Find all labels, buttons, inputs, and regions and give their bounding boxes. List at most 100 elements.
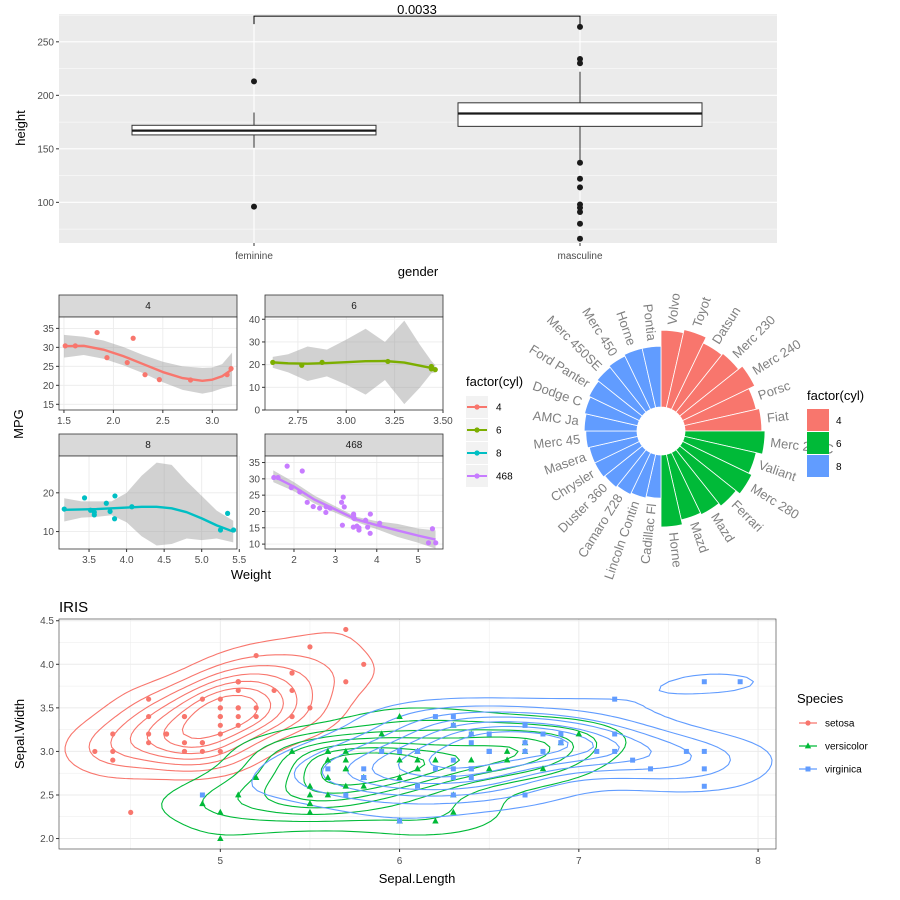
point-virginica: [486, 731, 492, 737]
polar-bar-label: Mazd: [687, 520, 712, 555]
data-point: [91, 509, 97, 515]
point-versicolor: [342, 756, 349, 763]
point-versicolor: [217, 834, 224, 841]
polar-bar-label: Ferrari: [729, 497, 767, 535]
point-setosa: [217, 731, 223, 737]
legend-label-6: 6: [496, 426, 502, 437]
data-point: [310, 503, 316, 510]
point-virginica: [450, 757, 456, 763]
y-tick-label: 25: [249, 491, 261, 502]
point-virginica: [594, 748, 600, 754]
point-virginica: [558, 731, 564, 737]
point-virginica: [648, 766, 654, 772]
facet-background: [59, 317, 237, 410]
data-point: [350, 511, 357, 517]
legend-swatch-6: [807, 432, 829, 454]
point-versicolor: [217, 808, 224, 815]
point-virginica: [450, 722, 456, 728]
point-versicolor: [324, 773, 332, 780]
facet-border: [58, 455, 238, 550]
x-tick-label: 2: [291, 555, 297, 566]
polar-legend-title: factor(cyl): [807, 388, 864, 403]
data-point: [130, 335, 136, 341]
data-point: [367, 530, 373, 536]
point-setosa: [181, 748, 188, 755]
point-setosa: [217, 748, 223, 755]
outlier-point: [577, 220, 583, 227]
polar-bar-label: Fiat: [766, 408, 790, 425]
point-setosa: [235, 687, 241, 694]
point-setosa: [110, 748, 116, 755]
polar-bar-label: Valiant: [757, 457, 799, 484]
x-tick-label: 4.5: [157, 555, 171, 566]
x-tick-label-feminine: feminine: [235, 251, 273, 262]
point-virginica: [522, 722, 528, 728]
point-versicolor: [306, 791, 314, 798]
legend-key-point-versicolor: [804, 742, 812, 749]
point-virginica: [361, 766, 367, 772]
outlier-point: [577, 60, 583, 67]
point-setosa: [146, 740, 152, 746]
iris-points: [92, 626, 743, 841]
legend-label-468: 468: [496, 472, 513, 483]
data-point: [323, 509, 329, 516]
x-tick-label: 5.0: [195, 555, 209, 566]
x-tick-label: 3.50: [433, 416, 453, 427]
point-versicolor: [396, 756, 403, 763]
point-virginica: [468, 766, 474, 772]
point-setosa: [253, 705, 259, 711]
y-tick-label: 35: [43, 324, 55, 335]
polar-legend: factor(cyl) 4 6 8: [807, 388, 864, 477]
point-versicolor: [432, 817, 439, 824]
outlier-point: [577, 208, 583, 215]
point-setosa: [235, 722, 241, 728]
outlier-point: [251, 203, 257, 210]
point-virginica: [701, 748, 707, 754]
point-virginica: [468, 731, 474, 737]
point-setosa: [253, 713, 259, 720]
point-setosa: [289, 687, 295, 694]
point-setosa: [235, 705, 241, 711]
legend-label-4: 4: [496, 403, 502, 414]
polar-bar-label: Porsc: [756, 378, 793, 403]
point-versicolor: [360, 782, 367, 789]
point-virginica: [612, 748, 618, 754]
x-tick-label: 3.25: [385, 416, 405, 427]
point-virginica: [450, 792, 456, 798]
density-contour-virginica: [371, 721, 620, 785]
point-virginica: [325, 766, 331, 772]
polar-bar-label: Toyot: [689, 295, 714, 330]
outlier-point: [251, 78, 257, 85]
x-tick-label-masculine: masculine: [557, 251, 602, 262]
x-tick-label: 2.75: [288, 416, 308, 427]
point-virginica: [683, 748, 689, 754]
iris-title: IRIS: [59, 599, 88, 616]
x-tick-label: 8: [755, 856, 761, 867]
point-setosa: [307, 705, 313, 711]
data-point: [111, 516, 118, 522]
point-virginica: [737, 679, 743, 685]
outlier-point: [577, 204, 583, 211]
point-setosa: [92, 748, 98, 755]
point-setosa: [343, 626, 349, 633]
point-virginica: [415, 748, 420, 754]
point-virginica: [540, 748, 546, 754]
point-setosa: [289, 670, 295, 676]
point-virginica: [468, 740, 474, 746]
legend-key-point-4: [474, 404, 480, 410]
strip-label-8: 8: [145, 440, 151, 451]
y-tick-label: 20: [43, 381, 55, 392]
legend-label-4: 4: [836, 416, 842, 427]
point-setosa: [146, 713, 152, 720]
polar-bar-8: [641, 345, 662, 409]
density-contour-versicolor: [237, 729, 575, 815]
outlier-point: [577, 235, 583, 242]
facet-plot-area: [270, 320, 438, 405]
y-tick-label: 30: [43, 343, 55, 354]
y-tick-label: 10: [249, 540, 261, 551]
x-tick-label: 2.0: [106, 416, 120, 427]
boxplot-y-axis-title: height: [13, 110, 28, 146]
point-versicolor: [199, 800, 206, 807]
point-virginica: [612, 731, 618, 737]
